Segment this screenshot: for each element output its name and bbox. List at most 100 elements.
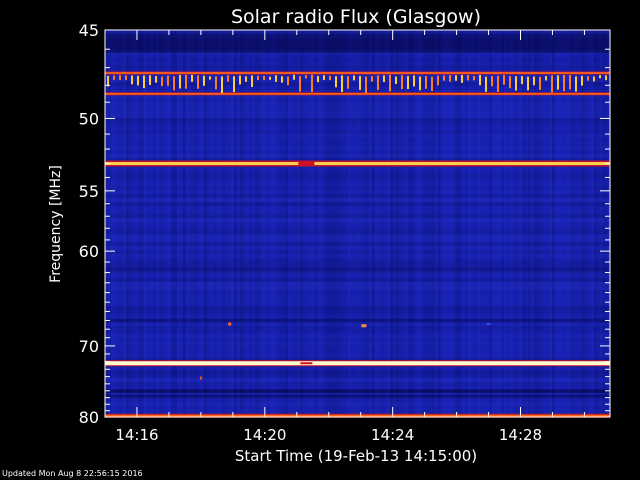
emission-band <box>105 93 610 95</box>
burst-spot <box>228 322 232 326</box>
texture-row <box>105 102 610 106</box>
interference-mark <box>257 75 259 80</box>
texture-column <box>525 30 528 417</box>
texture-row <box>105 190 610 194</box>
texture-column <box>321 30 324 417</box>
texture-row <box>105 130 610 134</box>
texture-column <box>201 30 204 417</box>
interference-mark <box>599 75 601 79</box>
interference-mark <box>461 74 463 83</box>
dark-band <box>105 394 610 398</box>
x-axis: 14:16 14:20 14:24 14:28 <box>104 30 585 444</box>
texture-column <box>546 30 549 417</box>
texture-column <box>297 30 300 417</box>
interference-mark <box>329 75 331 81</box>
texture-column <box>594 30 597 417</box>
interference-mark <box>113 75 115 80</box>
texture-column <box>147 30 150 417</box>
texture-column <box>360 30 363 417</box>
texture-row <box>105 278 610 282</box>
texture-column <box>573 30 576 417</box>
dark-band <box>105 318 610 323</box>
interference-mark <box>443 75 445 81</box>
interference-mark <box>143 75 145 89</box>
texture-row <box>105 106 610 110</box>
interference-mark <box>137 75 139 86</box>
texture-row <box>105 110 610 114</box>
texture-column <box>513 30 516 417</box>
interference-mark <box>107 75 109 87</box>
texture-row <box>105 210 610 214</box>
texture-row <box>105 126 610 130</box>
interference-mark <box>521 76 523 85</box>
interference-mark <box>605 75 607 81</box>
texture-column <box>393 30 396 417</box>
interference-mark <box>119 75 121 81</box>
texture-column <box>210 30 213 417</box>
x-tick-label: 14:20 <box>243 426 286 444</box>
texture-column <box>489 30 492 417</box>
texture-row <box>105 310 610 314</box>
interference-mark <box>545 76 547 81</box>
texture-row <box>105 158 610 162</box>
texture-column <box>105 30 108 417</box>
texture-row <box>105 410 610 414</box>
texture-row <box>105 238 610 242</box>
texture-row <box>105 66 610 70</box>
interference-mark <box>467 74 469 81</box>
texture-column <box>174 30 177 417</box>
texture-column <box>474 30 477 417</box>
texture-column <box>207 30 210 417</box>
texture-row <box>105 222 610 226</box>
texture-column <box>384 30 387 417</box>
updated-timestamp: Updated Mon Aug 8 22:56:15 2016 <box>2 469 143 478</box>
texture-column <box>300 30 303 417</box>
texture-column <box>516 30 519 417</box>
texture-row <box>105 214 610 218</box>
interference-mark <box>527 76 529 91</box>
texture-column <box>495 30 498 417</box>
texture-column <box>246 30 249 417</box>
texture-row <box>105 282 610 286</box>
interference-mark <box>515 76 517 91</box>
texture-row <box>105 338 610 342</box>
y-tick-label: 70 <box>79 337 99 356</box>
texture-row <box>105 406 610 410</box>
interference-mark <box>347 76 349 89</box>
texture-column <box>597 30 600 417</box>
texture-row <box>105 202 610 206</box>
interference-mark <box>161 76 163 87</box>
x-tick-label: 14:16 <box>115 426 158 444</box>
texture-column <box>435 30 438 417</box>
texture-row <box>105 322 610 326</box>
texture-row <box>105 194 610 198</box>
texture-column <box>186 30 189 417</box>
texture-row <box>105 186 610 190</box>
texture-column <box>438 30 441 417</box>
interference-mark <box>485 76 487 92</box>
texture-row <box>105 206 610 210</box>
interference-mark <box>575 76 577 92</box>
texture-column <box>162 30 165 417</box>
texture-row <box>105 266 610 270</box>
interference-mark <box>281 76 283 83</box>
texture-column <box>603 30 606 417</box>
interference-mark <box>581 75 583 86</box>
texture-column <box>579 30 582 417</box>
texture-column <box>540 30 543 417</box>
burst-spot <box>298 162 315 166</box>
texture-row <box>105 254 610 258</box>
texture-column <box>423 30 426 417</box>
texture-column <box>552 30 555 417</box>
texture-column <box>258 30 261 417</box>
texture-row <box>105 166 610 170</box>
texture-column <box>426 30 429 417</box>
texture-column <box>183 30 186 417</box>
interference-mark <box>491 76 493 87</box>
emission-band <box>105 414 610 417</box>
texture-row <box>105 82 610 86</box>
texture-row <box>105 398 610 402</box>
texture-column <box>192 30 195 417</box>
texture-column <box>216 30 219 417</box>
